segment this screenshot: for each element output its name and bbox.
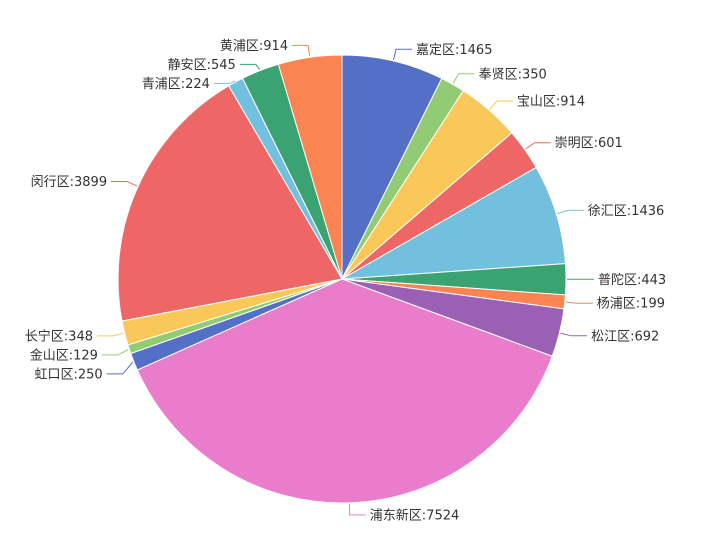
label-leader-line <box>97 332 124 337</box>
slice-label: 徐汇区:1436 <box>588 204 664 219</box>
pie-slices <box>117 54 567 504</box>
label-leader-line <box>106 361 134 375</box>
slice-label: 闵行区:3899 <box>31 175 107 190</box>
label-leader-line <box>560 332 588 337</box>
slice-label: 长宁区:348 <box>25 328 93 344</box>
label-leader-line <box>292 44 311 57</box>
slice-label: 崇明区:601 <box>555 136 623 151</box>
pie-slice[interactable] <box>117 85 343 322</box>
slice-label: 黄浦区:914 <box>220 39 288 54</box>
slice-label: 奉贤区:350 <box>479 67 547 82</box>
pie-slice[interactable] <box>136 278 553 504</box>
slice-label: 静安区:545 <box>168 58 236 73</box>
slice-label: 嘉定区:1465 <box>416 43 492 58</box>
slice-label: 杨浦区:199 <box>597 297 665 312</box>
slice-label: 浦东新区:7524 <box>370 507 459 523</box>
label-leader-line <box>557 209 584 215</box>
slice-label: 金山区:129 <box>30 347 98 363</box>
pie-slice[interactable] <box>277 54 343 280</box>
pie-slice[interactable] <box>341 54 443 280</box>
label-leader-line <box>565 301 593 304</box>
slice-label: 普陀区:443 <box>598 272 666 288</box>
slice-label: 虹口区:250 <box>34 367 102 382</box>
pie-slice[interactable] <box>341 166 567 280</box>
label-leader-line <box>239 63 261 70</box>
label-leader-line <box>489 100 513 110</box>
pie-labels: 嘉定区:1465 奉贤区:350 宝山区:914 崇明区:601 徐汇区:1436 普陀区… <box>25 39 666 524</box>
label-leader-line <box>348 503 366 516</box>
slice-label: 青浦区:224 <box>142 77 210 92</box>
label-leader-line <box>101 349 129 356</box>
label-leader-line <box>111 181 138 187</box>
slice-label: 松江区:692 <box>591 329 659 344</box>
label-leader-line <box>213 80 236 84</box>
slice-label: 宝山区:914 <box>517 95 585 110</box>
label-leader-line <box>393 48 412 61</box>
label-leader-line <box>452 73 475 84</box>
label-leader-line <box>525 142 551 150</box>
